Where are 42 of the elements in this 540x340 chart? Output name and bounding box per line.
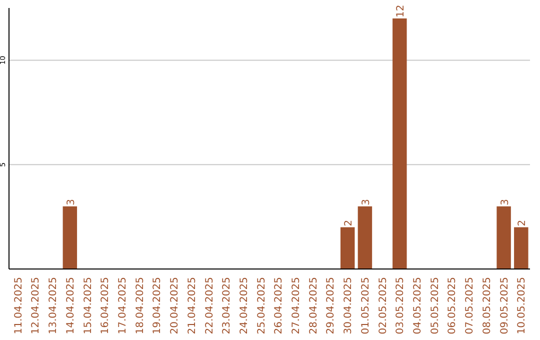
bar xyxy=(358,206,372,269)
x-tick-label: 13.04.2025 xyxy=(48,277,60,334)
x-tick-label: 17.04.2025 xyxy=(117,277,128,334)
bar xyxy=(62,206,78,269)
x-tick-label: 11.04.2025 xyxy=(13,277,24,334)
x-tick-label: 03.05.2025 xyxy=(395,277,406,334)
x-tick-label: 26.04.2025 xyxy=(274,277,285,334)
x-tick-label: 15.04.2025 xyxy=(82,277,94,334)
data-label: 3 xyxy=(66,198,77,206)
x-tick-label: 24.04.2025 xyxy=(238,277,250,334)
x-tick-label: 29.04.2025 xyxy=(326,277,337,334)
x-tick-label: 10.05.2025 xyxy=(516,277,528,334)
data-label: 2 xyxy=(344,220,355,226)
x-tick-label: 19.04.2025 xyxy=(152,277,164,334)
x-tick-label: 30.04.2025 xyxy=(343,277,354,334)
data-label: 12 xyxy=(396,4,407,18)
bar xyxy=(496,206,511,269)
x-tick-label: 23.04.2025 xyxy=(222,277,233,334)
x-tick-label: 04.05.2025 xyxy=(412,277,424,334)
x-tick-label: 21.04.2025 xyxy=(186,277,198,334)
bar xyxy=(392,18,407,269)
x-tick-label: 27.04.2025 xyxy=(291,277,302,334)
x-tick-label: 20.04.2025 xyxy=(170,277,181,334)
bar xyxy=(340,227,355,269)
x-tick-label: 02.05.2025 xyxy=(378,277,389,334)
data-label: 2 xyxy=(517,220,528,226)
x-tick-label: 18.04.2025 xyxy=(134,277,146,334)
x-tick-label: 12.04.2025 xyxy=(30,277,42,334)
x-tick-label: 25.04.2025 xyxy=(256,277,268,334)
x-tick-label: 16.04.2025 xyxy=(100,277,112,334)
x-tick-label: 14.04.2025 xyxy=(65,277,76,334)
data-label: 3 xyxy=(500,198,511,206)
x-tick-label: 08.05.2025 xyxy=(482,277,493,334)
x-tick-label: 28.04.2025 xyxy=(308,277,320,334)
x-tick-label: 09.05.2025 xyxy=(499,277,510,334)
x-tick-label: 22.04.2025 xyxy=(204,277,216,334)
x-tick-label: 06.05.2025 xyxy=(447,277,458,334)
data-label: 3 xyxy=(360,198,372,206)
bar xyxy=(514,227,528,269)
x-tick-label: 01.05.2025 xyxy=(360,277,372,334)
x-tick-label: 05.05.2025 xyxy=(430,277,441,334)
x-tick-label: 07.05.2025 xyxy=(464,277,476,334)
